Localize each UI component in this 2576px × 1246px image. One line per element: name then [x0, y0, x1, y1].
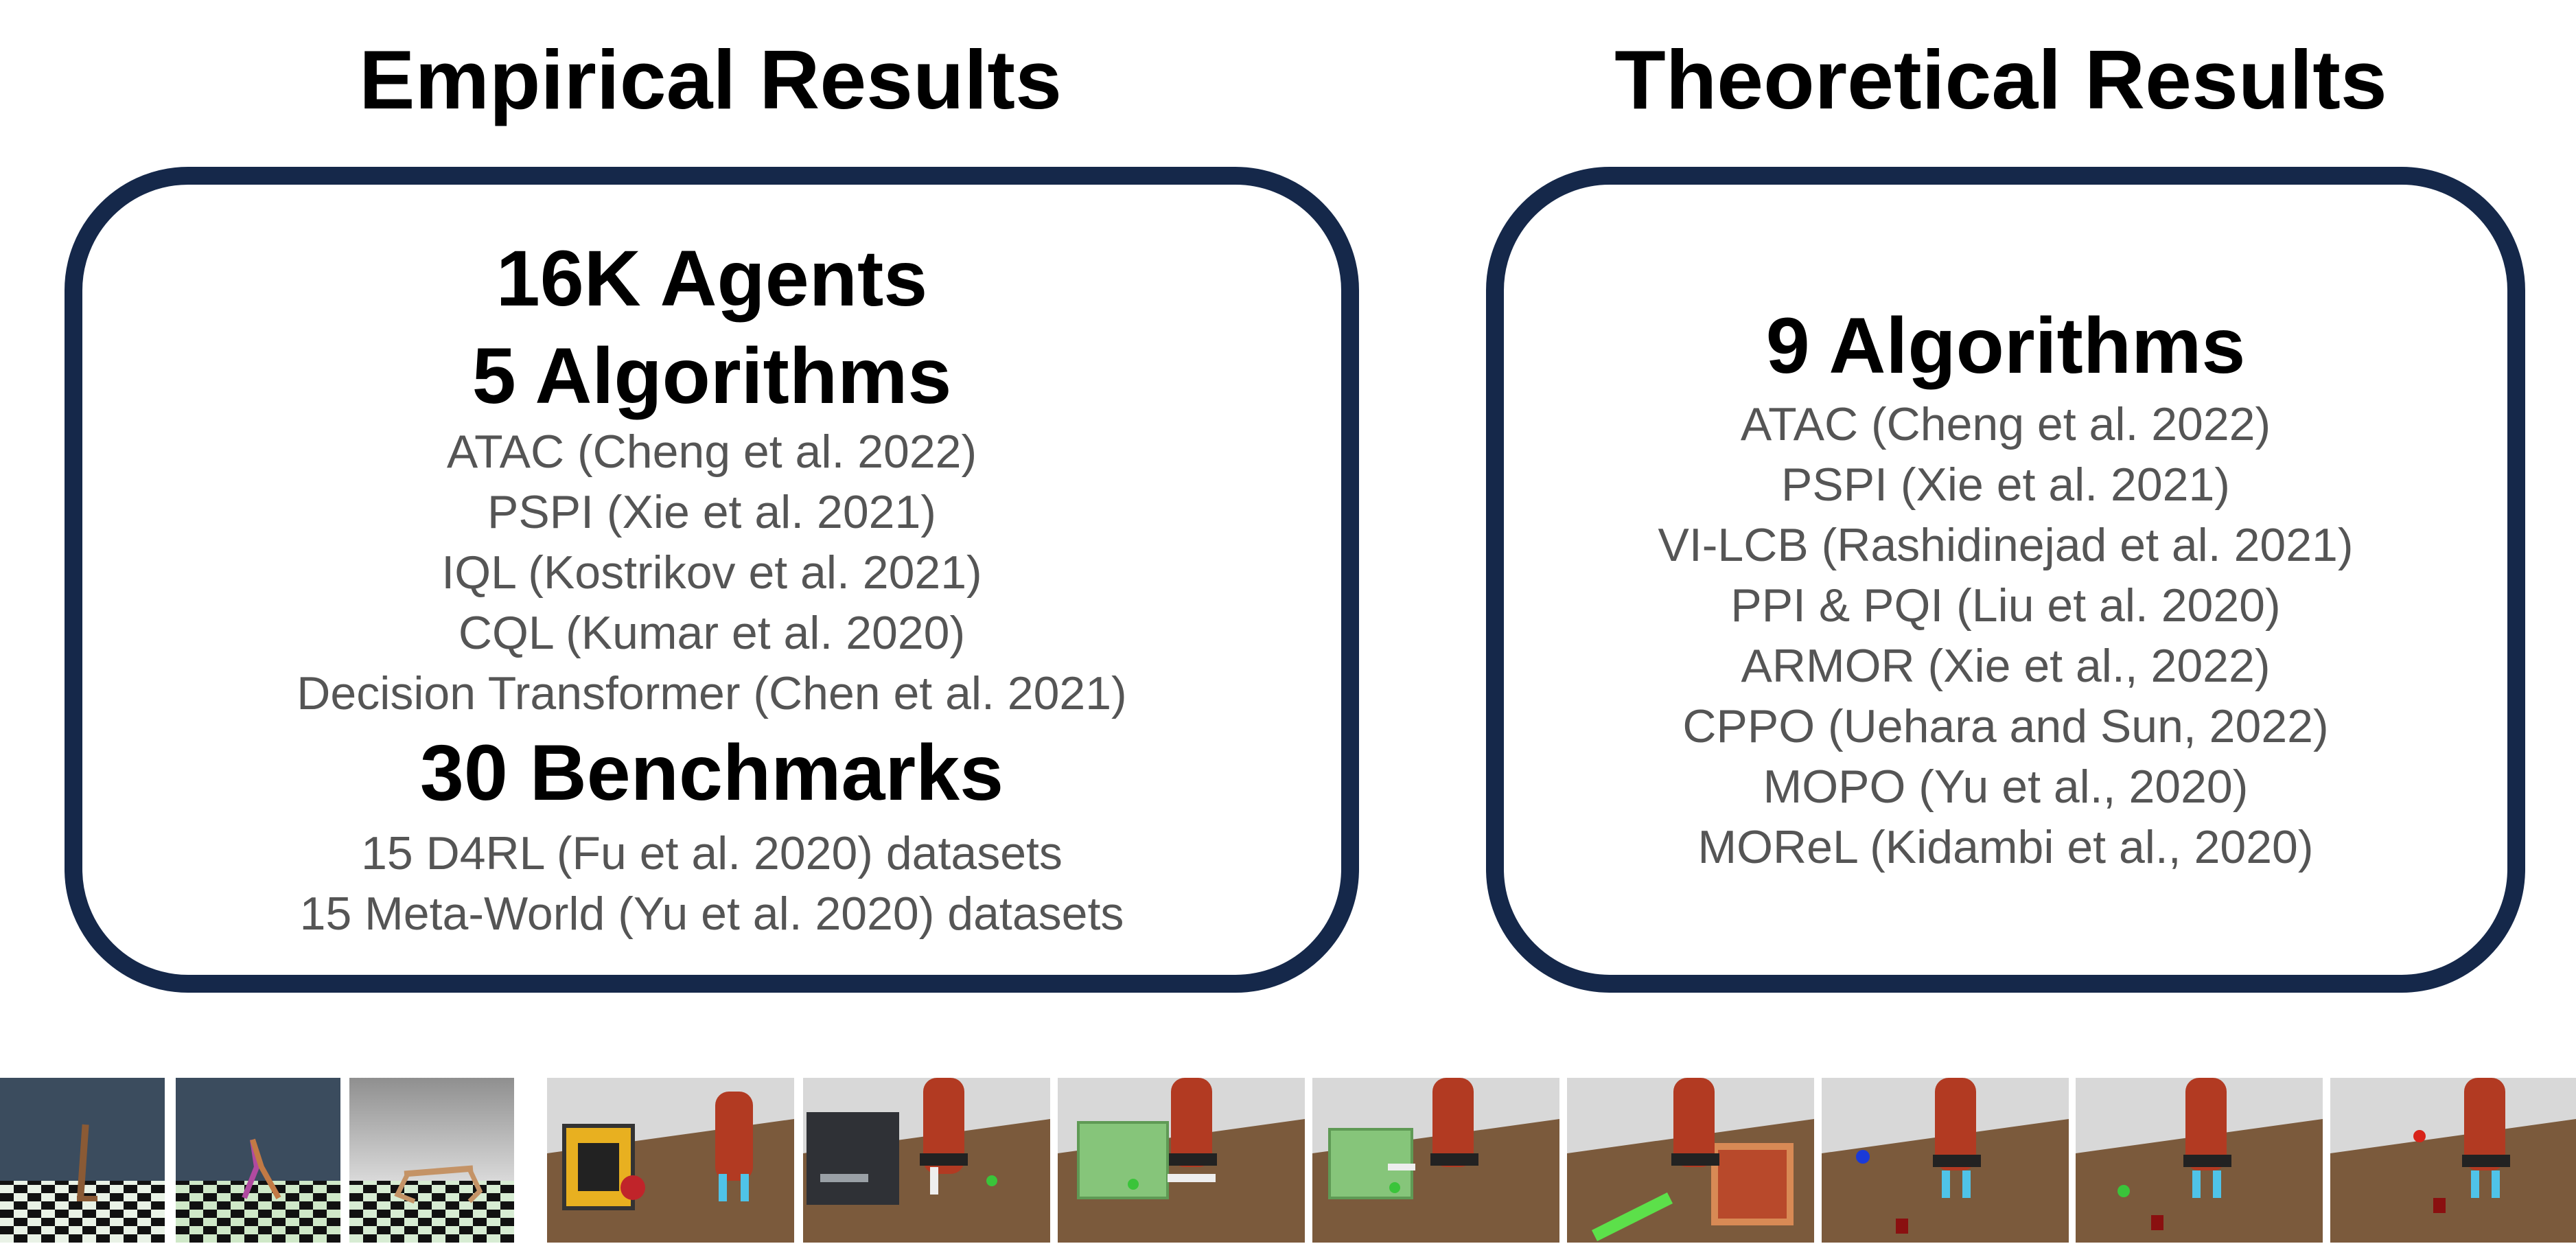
metaworld-pick-place-thumbnail — [1822, 1078, 2069, 1243]
metaworld-door-open-thumbnail — [1567, 1078, 1814, 1243]
theoretical-algorithm-item: MOReL (Kidambi et al., 2020) — [1697, 821, 2314, 873]
empirical-algorithm-item: PSPI (Xie et al. 2021) — [487, 486, 936, 538]
theoretical-results-panel: 9 Algorithms ATAC (Cheng et al. 2022) PS… — [1486, 167, 2525, 993]
empirical-algorithm-item: CQL (Kumar et al. 2020) — [458, 607, 966, 659]
metaworld-faucet-thumbnail — [803, 1078, 1050, 1243]
benchmark-item: 15 D4RL (Fu et al. 2020) datasets — [361, 827, 1063, 879]
empirical-algorithms-title: 5 Algorithms — [472, 332, 952, 420]
d4rl-hopper-thumbnail — [0, 1078, 165, 1243]
d4rl-halfcheetah-thumbnail — [349, 1078, 514, 1243]
theoretical-results-heading: Theoretical Results — [1614, 33, 2387, 126]
theoretical-algorithm-item: PPI & PQI (Liu et al. 2020) — [1730, 579, 2281, 632]
empirical-algorithm-item: IQL (Kostrikov et al. 2021) — [441, 546, 982, 599]
empirical-algorithm-item: ATAC (Cheng et al. 2022) — [446, 426, 977, 478]
empirical-results-heading: Empirical Results — [359, 33, 1062, 126]
metaworld-drawer-close-thumbnail — [1312, 1078, 1559, 1243]
theoretical-algorithms-title: 9 Algorithms — [1765, 302, 2246, 390]
metaworld-reach-thumbnail — [2076, 1078, 2323, 1243]
theoretical-algorithm-item: ATAC (Cheng et al. 2022) — [1740, 398, 2271, 450]
metaworld-push-thumbnail — [2330, 1078, 2576, 1243]
metaworld-drawer-open-thumbnail — [1058, 1078, 1305, 1243]
empirical-results-panel: 16K Agents 5 Algorithms ATAC (Cheng et a… — [65, 167, 1359, 993]
theoretical-algorithm-item: MOPO (Yu et al., 2020) — [1763, 761, 2249, 813]
benchmarks-title: 30 Benchmarks — [419, 729, 1004, 817]
theoretical-algorithm-item: PSPI (Xie et al. 2021) — [1781, 459, 2230, 511]
empirical-algorithm-item: Decision Transformer (Chen et al. 2021) — [297, 667, 1127, 719]
theoretical-algorithm-item: ARMOR (Xie et al., 2022) — [1741, 640, 2271, 692]
benchmark-item: 15 Meta-World (Yu et al. 2020) datasets — [299, 888, 1124, 940]
agents-count: 16K Agents — [496, 235, 928, 323]
theoretical-algorithm-item: CPPO (Uehara and Sun, 2022) — [1682, 700, 2329, 752]
metaworld-button-press-thumbnail — [547, 1078, 794, 1243]
theoretical-algorithm-item: VI-LCB (Rashidinejad et al. 2021) — [1658, 519, 2354, 571]
d4rl-walker-thumbnail — [176, 1078, 340, 1243]
